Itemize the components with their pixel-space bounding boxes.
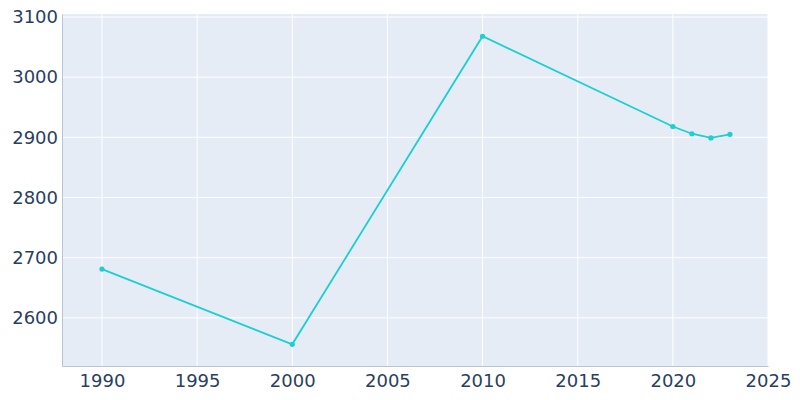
tick-label: 2020 [650,370,696,391]
tick-label: 2900 [12,127,58,148]
point [708,135,713,140]
tick: 2025 [746,366,792,391]
grid-line-x [768,14,769,366]
axis-line [62,15,63,367]
tick: 2010 [460,366,506,391]
tick: 2005 [365,366,411,391]
grid-line-y [62,257,768,258]
tick: 2000 [270,366,316,391]
grid-line-y [62,317,768,318]
tick-label: 2025 [746,370,792,391]
grid-line-x [292,14,293,366]
tick-label: 2015 [555,370,601,391]
tick-label: 2800 [12,187,58,208]
tick: 2900 [12,127,62,148]
tick-label: 2700 [12,247,58,268]
grid-line-y [62,77,768,78]
point [99,267,104,272]
series [99,34,732,347]
grid-line-x [672,14,673,366]
grid-line-x [577,14,578,366]
grid-line-y [62,197,768,198]
tick-label: 2005 [365,370,411,391]
grid-line-x [101,14,102,366]
tick: 2800 [12,187,62,208]
tick: 2700 [12,247,62,268]
tick: 1990 [80,366,126,391]
point [689,131,694,136]
tick-label: 2000 [270,370,316,391]
x-axis: 1990 1995 2000 2005 2010 2015 2020 2025 [63,366,792,391]
tick-label: 2600 [12,307,58,328]
line [102,36,730,344]
tick: 3000 [12,66,62,87]
plot-background [62,14,768,366]
point [670,124,675,129]
tick: 2600 [12,307,62,328]
plot: 1990 1995 2000 2005 2010 2015 2020 2025 2600 2700… [12,6,791,391]
tick: 3100 [12,6,62,27]
grid-line-x [482,14,483,366]
tick: 2015 [555,366,601,391]
grid-line-x [197,14,198,366]
point [290,342,295,347]
grid-line-y [62,137,768,138]
grid [62,14,768,366]
tick-label: 2010 [460,370,506,391]
tick-label: 3000 [12,66,58,87]
point [480,34,485,39]
tick-label: 3100 [12,6,58,27]
tick-label: 1995 [175,370,221,391]
tick-label: 1990 [80,370,126,391]
y-axis: 2600 2700 2800 2900 3000 3100 [12,6,62,366]
tick: 1995 [175,366,221,391]
tick: 2020 [650,366,696,391]
chart: 1990 1995 2000 2005 2010 2015 2020 2025 2600 2700… [0,0,800,400]
axis-line [63,366,769,367]
point [727,132,732,137]
grid-line-y [62,17,768,18]
